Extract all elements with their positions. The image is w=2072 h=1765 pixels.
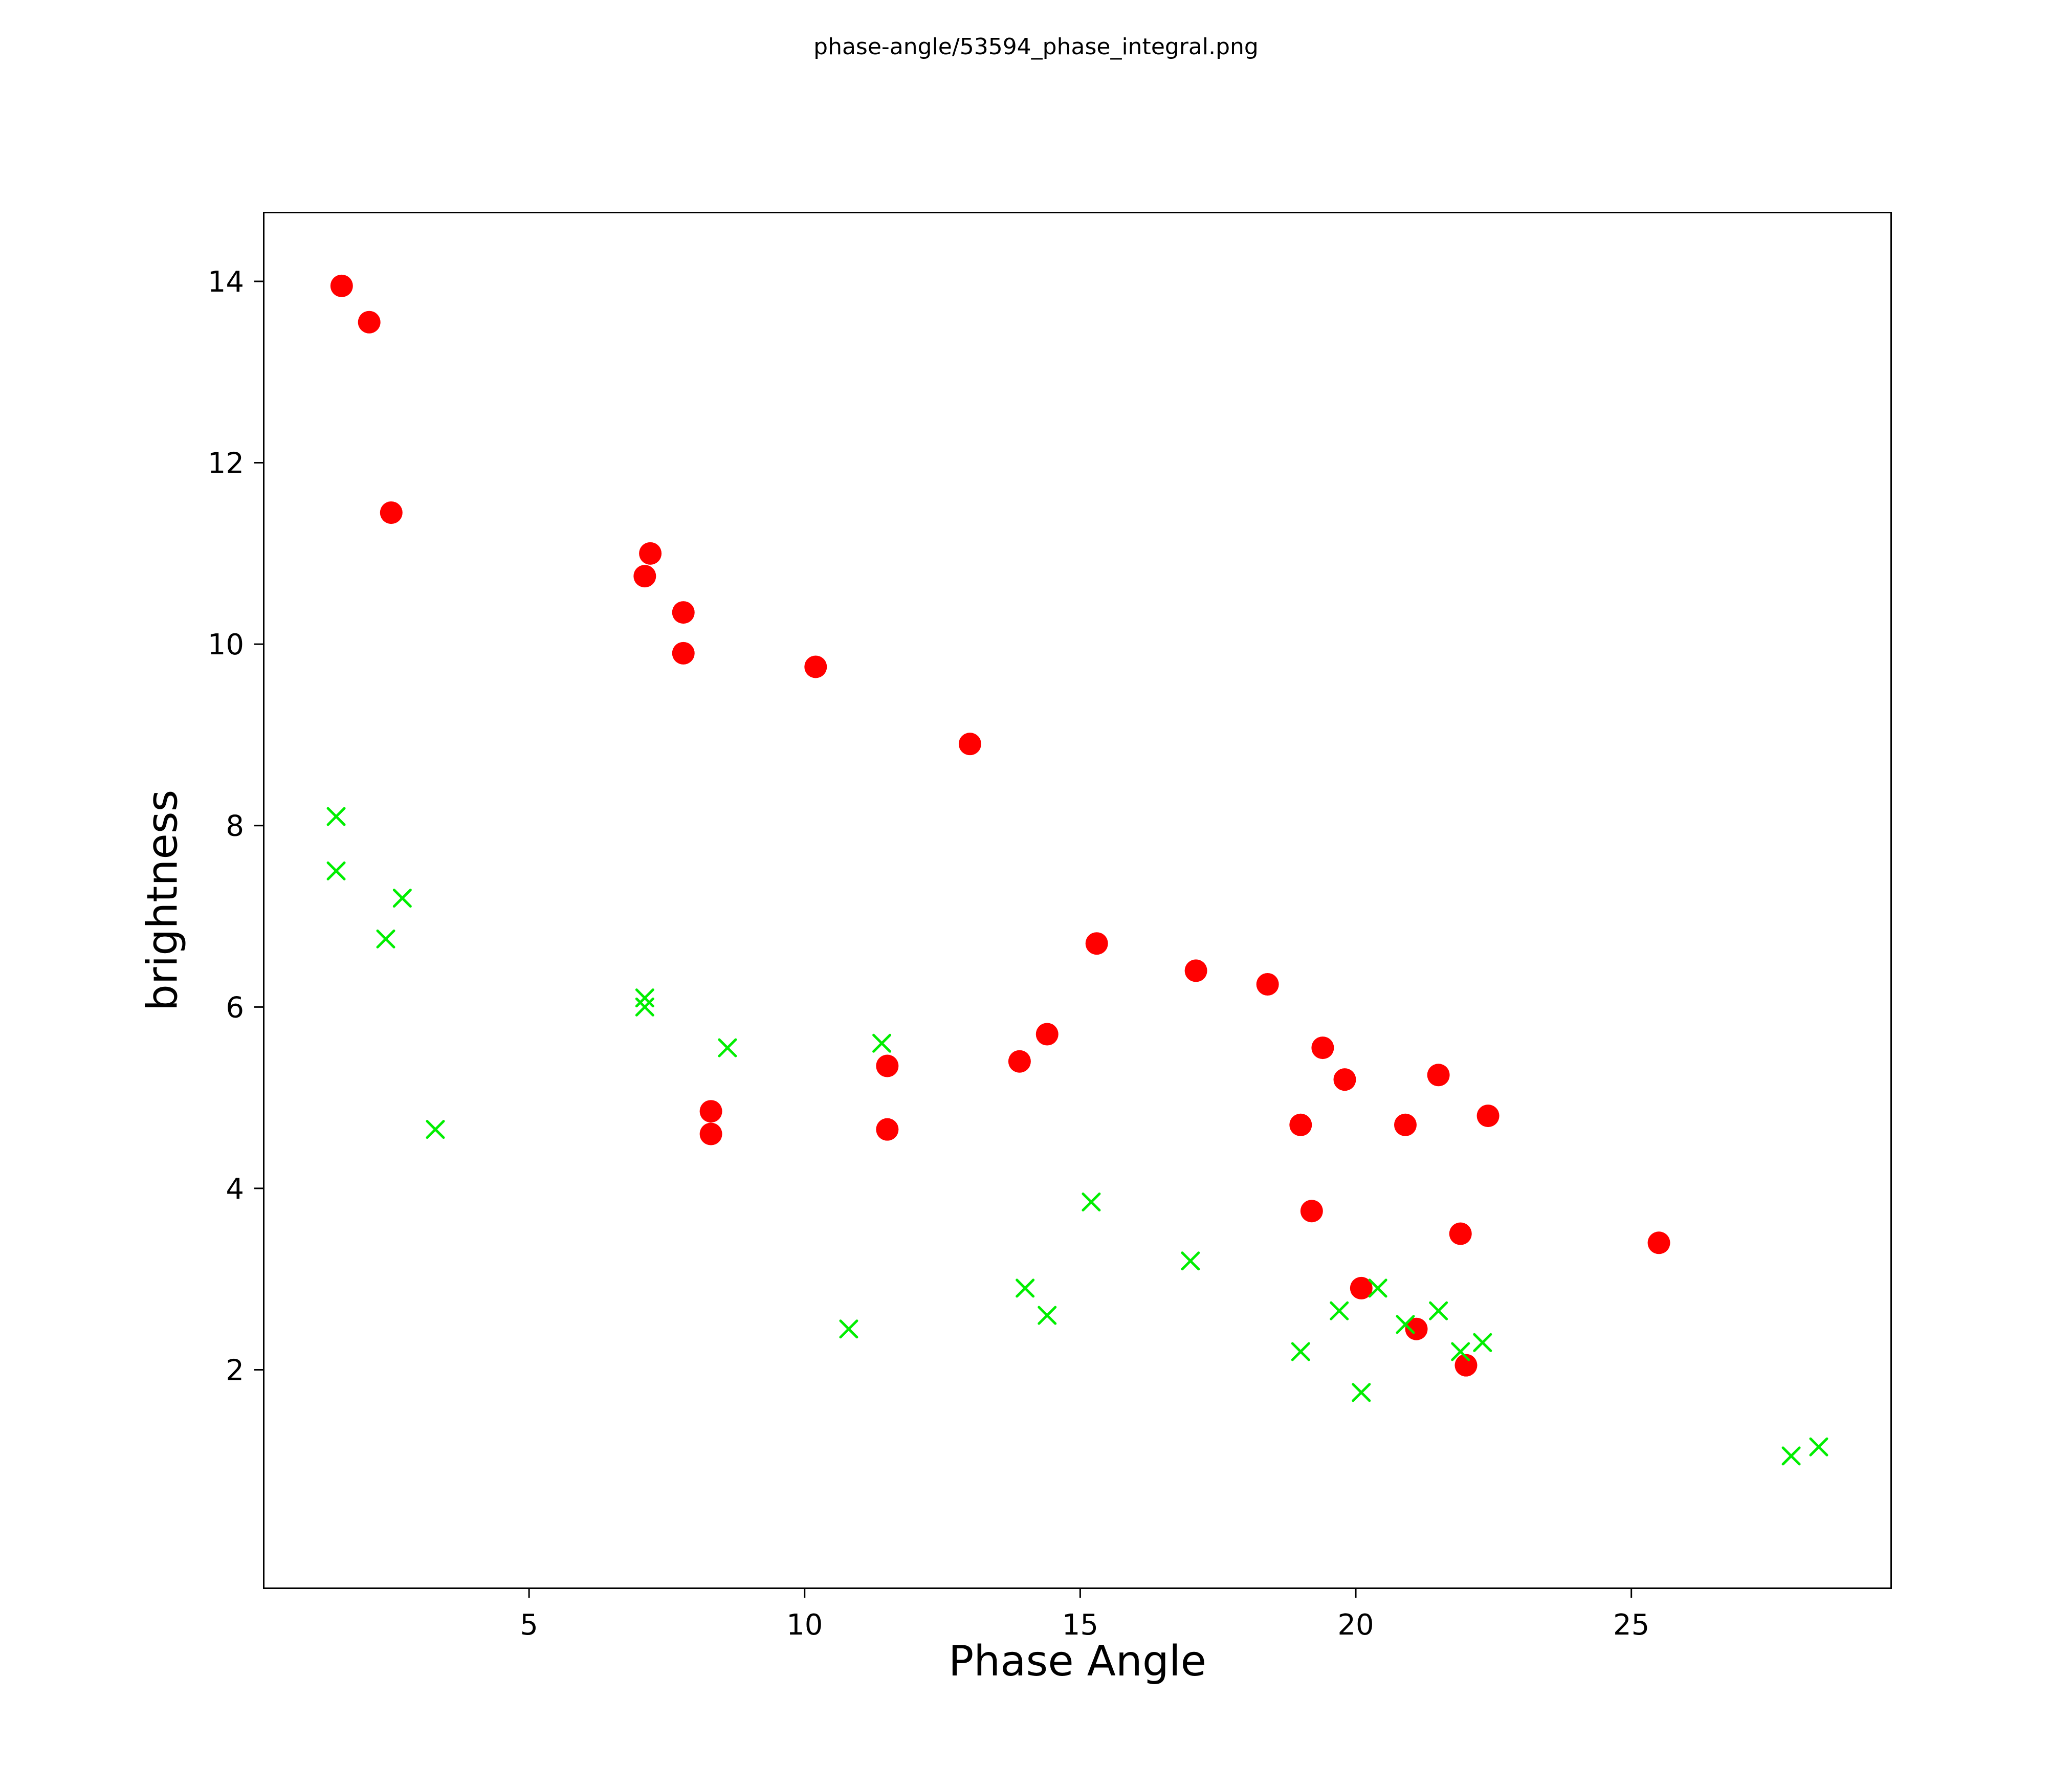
green-crosses-point [839,1319,858,1339]
red-circles-point [639,542,662,565]
scatter-plot: 5 10 15 20 25 2 4 6 8 10 12 14 [208,266,1828,1642]
green-crosses-point [1781,1446,1801,1466]
red-circles-point [1256,973,1279,996]
red-circles-point [672,601,695,624]
red-circles-point [1449,1222,1472,1245]
red-circles-point [699,1122,722,1145]
y-tick-label: 14 [208,266,244,299]
y-tick-label: 12 [208,447,244,480]
red-circles-point [1311,1036,1334,1060]
green-crosses-point [1429,1301,1448,1320]
red-circles-point [876,1054,899,1077]
green-crosses-point [635,997,654,1017]
red-circles-point [1394,1113,1417,1136]
green-crosses-point [426,1120,445,1139]
plot-area: 5 10 15 20 25 2 4 6 8 10 12 14 [208,212,1892,1642]
green-crosses-point [1291,1342,1310,1361]
x-tick-label: 25 [1613,1608,1649,1642]
x-axis-label: Phase Angle [948,1637,1207,1686]
red-circles-point [699,1100,722,1123]
green-crosses-point [718,1038,737,1057]
red-circles-point [380,501,403,524]
red-circles-point [358,311,381,334]
green-crosses-point [392,889,412,908]
red-circles-point [1008,1050,1031,1073]
red-circles-point [1300,1200,1323,1223]
y-tick-label: 2 [226,1354,244,1387]
y-tick-label: 8 [226,810,244,843]
green-crosses-point [1368,1278,1387,1298]
green-crosses-point [1330,1301,1349,1320]
red-circles-point [1427,1064,1450,1087]
green-crosses-point [1181,1251,1200,1271]
red-circles-point [672,642,695,665]
red-circles-point [1405,1317,1428,1340]
y-axis-label: brightness [138,789,187,1011]
green-crosses-point [1809,1437,1828,1457]
green-crosses-point [635,988,654,1008]
green-crosses-point [326,807,346,826]
x-tick-label: 15 [1062,1608,1098,1642]
green-crosses-point [1038,1306,1057,1325]
green-crosses-point [1352,1383,1371,1402]
chart-title: phase-angle/53594_phase_integral.png [813,34,1259,60]
x-tick-label: 5 [520,1608,538,1642]
y-tick-label: 6 [226,991,244,1024]
red-circles-point [1085,932,1108,955]
red-circles-point [1647,1231,1670,1254]
green-crosses-point [1082,1193,1101,1211]
green-crosses-point [326,861,346,880]
green-crosses-point [376,929,395,948]
red-circles-point [1333,1068,1356,1091]
x-tick-label: 10 [786,1608,823,1642]
red-circles-point [1289,1113,1312,1136]
green-crosses-point [1016,1278,1035,1298]
y-tick-label: 4 [226,1173,244,1206]
red-circles-point [1035,1023,1059,1046]
red-circles-point [804,655,827,678]
x-tick-label: 20 [1337,1608,1374,1642]
green-crosses-point [1451,1342,1470,1361]
red-circles-point [1184,959,1207,982]
red-circles-point [876,1118,899,1141]
green-crosses-point [1396,1315,1415,1334]
red-circles-point [330,274,353,297]
green-crosses-point [1473,1333,1492,1352]
red-circles-point [1454,1354,1478,1377]
green-crosses-point [872,1033,892,1053]
y-tick-label: 10 [208,628,244,661]
red-circles-point [1350,1276,1373,1299]
red-circles-point [633,565,656,588]
red-circles-point [958,733,981,756]
red-circles-point [1476,1105,1500,1128]
